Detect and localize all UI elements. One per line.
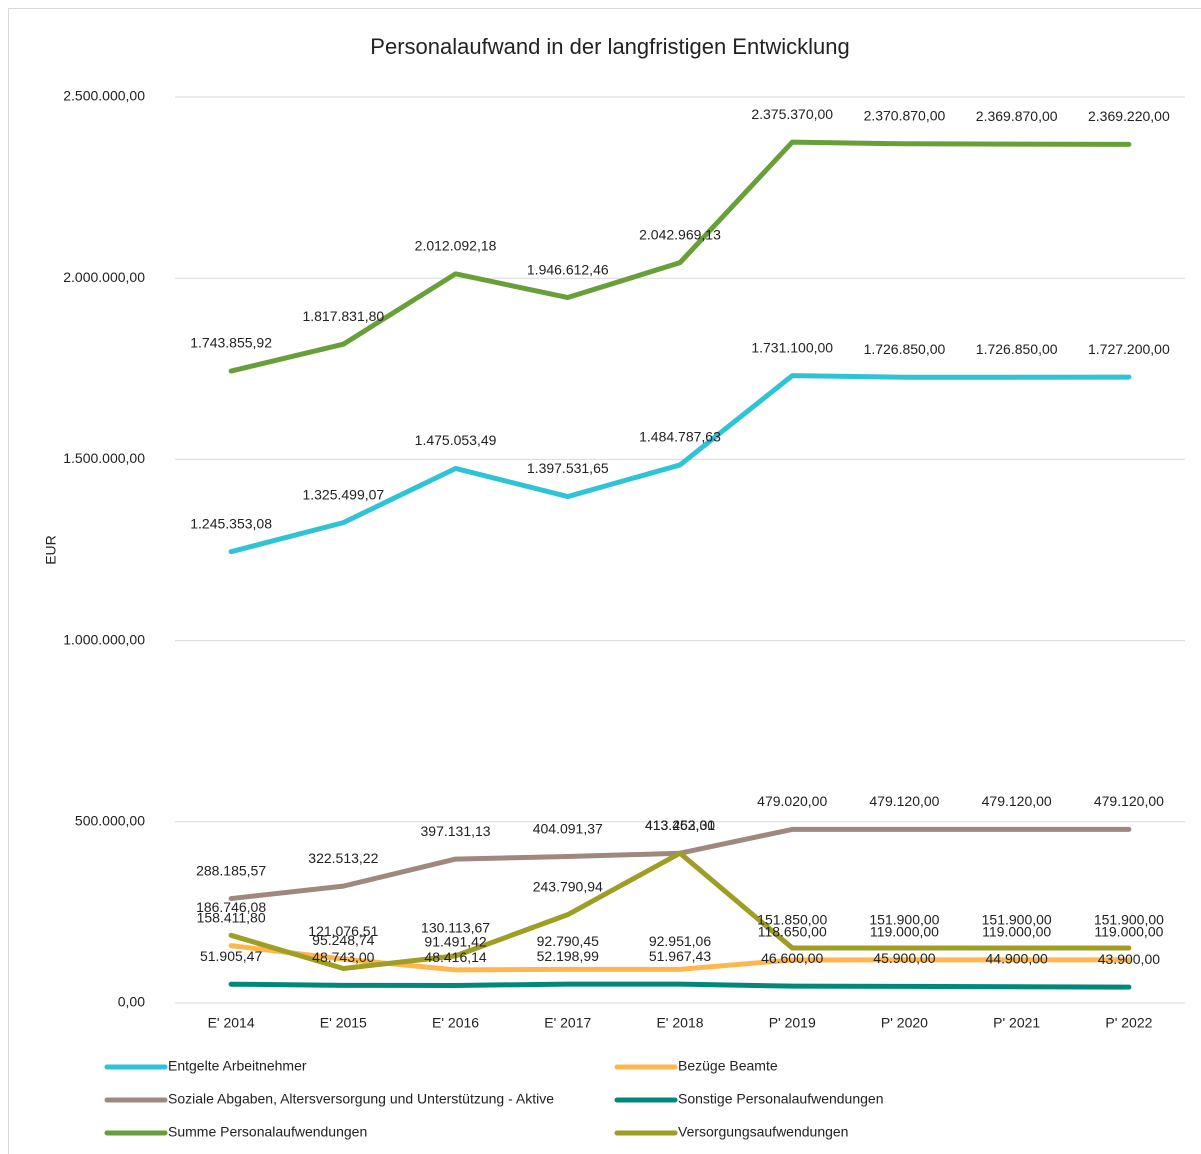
legend-label: Bezüge Beamte	[678, 1058, 778, 1074]
data-label: 2.369.870,00	[976, 108, 1058, 124]
data-label: 1.726.850,00	[976, 341, 1058, 357]
series-line	[228, 139, 1132, 374]
y-tick-label: 2.500.000,00	[63, 88, 145, 104]
data-label: 2.369.220,00	[1088, 108, 1170, 124]
data-label: 46.600,00	[761, 950, 823, 966]
legend-label: Entgelte Arbeitnehmer	[168, 1058, 307, 1074]
data-label: 44.900,00	[986, 950, 1048, 966]
x-tick-label: P' 2021	[993, 1015, 1040, 1031]
legend-label: Soziale Abgaben, Altersversorgung und Un…	[168, 1091, 554, 1107]
data-label: 151.900,00	[869, 912, 939, 928]
data-label: 2.375.370,00	[751, 106, 833, 122]
data-label: 1.946.612,46	[527, 261, 609, 277]
x-tick-label: E' 2017	[544, 1015, 591, 1031]
data-label: 413.452,30	[645, 817, 715, 833]
data-label: 51.905,47	[200, 948, 262, 964]
data-label: 119.000,00	[870, 924, 939, 940]
data-label: 151.900,00	[1094, 912, 1164, 928]
data-label: 2.042.969,13	[639, 226, 721, 242]
data-label: 51.967,43	[649, 948, 711, 964]
data-label: 1.726.850,00	[864, 341, 946, 357]
y-tick-label: 1.000.000,00	[63, 631, 145, 647]
data-label: 1.245.353,08	[190, 515, 272, 531]
x-tick-label: E' 2016	[432, 1015, 479, 1031]
data-label: 48.743,00	[312, 949, 374, 965]
data-label: 158.411,80	[197, 909, 266, 925]
x-tick-label: P' 2022	[1105, 1015, 1152, 1031]
y-tick-label: 0,00	[118, 994, 145, 1010]
y-axis-label: EUR	[43, 535, 59, 565]
chart-border	[8, 8, 1201, 1154]
data-label: 151.850,00	[757, 912, 827, 928]
series-line	[228, 850, 1132, 971]
data-label: 397.131,13	[421, 823, 491, 839]
data-label: 48.416,14	[424, 949, 486, 965]
data-label: 1.484.787,63	[639, 429, 721, 445]
data-label: 1.475.053,49	[415, 432, 497, 448]
x-tick-label: E' 2015	[320, 1015, 367, 1031]
data-label: 2.012.092,18	[415, 238, 497, 254]
data-label: 43.900,00	[1098, 951, 1160, 967]
data-label: 1.731.100,00	[751, 339, 833, 355]
data-label: 1.743.855,92	[190, 335, 272, 351]
series-line	[228, 981, 1132, 990]
chart-title: Personalaufwand in der langfristigen Ent…	[370, 34, 849, 59]
data-label: 243.790,94	[533, 878, 603, 894]
legend-label: Summe Personalaufwendungen	[168, 1124, 367, 1140]
data-label: 479.120,00	[982, 793, 1052, 809]
data-label: 45.900,00	[873, 950, 935, 966]
data-label: 130.113,67	[421, 920, 490, 936]
data-label: 92.951,06	[649, 933, 711, 949]
data-label: 186.746,08	[196, 899, 266, 915]
y-tick-label: 1.500.000,00	[63, 450, 145, 466]
legend-label: Sonstige Personalaufwendungen	[678, 1091, 884, 1107]
data-label: 151.900,00	[982, 912, 1052, 928]
legend-label: Versorgungsaufwendungen	[678, 1124, 848, 1140]
data-label: 479.020,00	[757, 793, 827, 809]
x-tick-label: E' 2018	[656, 1015, 703, 1031]
data-label: 404.091,37	[533, 820, 603, 836]
data-label: 119.000,00	[1094, 924, 1163, 940]
data-label: 1.817.831,80	[302, 308, 384, 324]
data-label: 121.076,51	[308, 923, 378, 939]
y-tick-label: 500.000,00	[75, 813, 145, 829]
data-label: 1.397.531,65	[527, 460, 609, 476]
data-label: 118.650,00	[758, 924, 827, 940]
data-label: 92.790,45	[537, 933, 599, 949]
data-label: 479.120,00	[1094, 793, 1164, 809]
x-tick-label: E' 2014	[208, 1015, 255, 1031]
y-tick-label: 2.000.000,00	[63, 269, 145, 285]
data-label: 52.198,99	[537, 948, 599, 964]
data-label: 2.370.870,00	[864, 107, 946, 123]
data-label: 1.325.499,07	[302, 486, 384, 502]
data-label: 95.248,74	[312, 932, 374, 948]
data-label: 119.000,00	[982, 924, 1051, 940]
x-tick-label: P' 2019	[769, 1015, 816, 1031]
data-label: 91.491,42	[424, 934, 486, 950]
series-line	[228, 373, 1132, 555]
data-label: 479.120,00	[869, 793, 939, 809]
x-tick-label: P' 2020	[881, 1015, 928, 1031]
data-label: 322.513,22	[308, 850, 378, 866]
data-label: 413.263,01	[645, 817, 715, 833]
data-label: 1.727.200,00	[1088, 341, 1170, 357]
data-label: 288.185,57	[196, 862, 266, 878]
